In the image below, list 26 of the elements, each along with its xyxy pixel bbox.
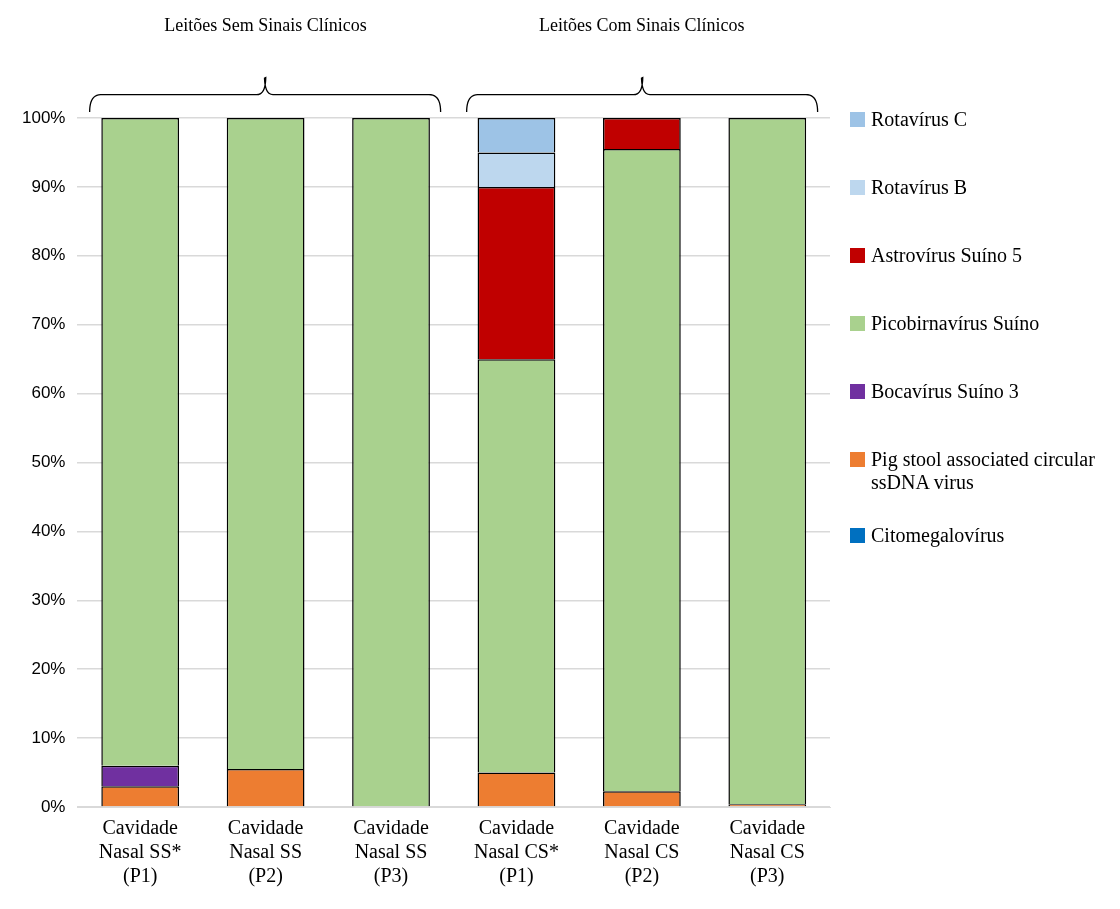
y-tick-label: 40%: [31, 521, 66, 541]
legend-label: Pig stool associated circular ssDNA virus: [871, 448, 1096, 494]
y-tick-label: 50%: [31, 452, 66, 472]
x-tick-label: Cavidade Nasal SS* (P1): [98, 816, 182, 888]
legend-label: Citomegalovírus: [871, 524, 1005, 547]
legend-label: Bocavírus Suíno 3: [871, 380, 1019, 403]
legend-label: Picobirnavírus Suíno: [871, 312, 1040, 335]
text: Leitões Sem Sinais Clínicos: [164, 14, 367, 35]
x-tick-label: Cavidade Nasal SS (P3): [353, 816, 429, 888]
y-tick-label: 90%: [31, 176, 66, 196]
y-tick-label: 20%: [31, 658, 66, 678]
x-tick-label: Cavidade Nasal CS (P3): [729, 816, 806, 888]
y-tick-label: 10%: [31, 727, 66, 747]
x-tick-label: Cavidade Nasal SS (P2): [227, 816, 304, 888]
y-tick-label: 0%: [40, 796, 66, 816]
x-tick-label: Cavidade Nasal CS (P2): [604, 816, 680, 888]
y-tick-label: 70%: [31, 314, 66, 334]
legend-label: Astrovírus Suíno 5: [871, 244, 1023, 267]
legend-label: Rotavírus C: [871, 108, 968, 131]
x-tick-label: Cavidade Nasal CS* (P1): [473, 816, 559, 888]
y-tick-label: 30%: [31, 589, 66, 609]
y-tick-label: 60%: [31, 383, 66, 403]
legend-label: Rotavírus B: [871, 176, 968, 199]
y-tick-label: 100%: [22, 107, 66, 127]
text: Leitões Com Sinais Clínicos: [539, 14, 745, 35]
y-tick-label: 80%: [31, 245, 66, 265]
